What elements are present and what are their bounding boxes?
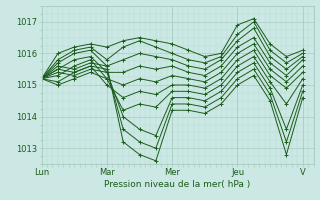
X-axis label: Pression niveau de la mer( hPa ): Pression niveau de la mer( hPa ) <box>104 180 251 189</box>
